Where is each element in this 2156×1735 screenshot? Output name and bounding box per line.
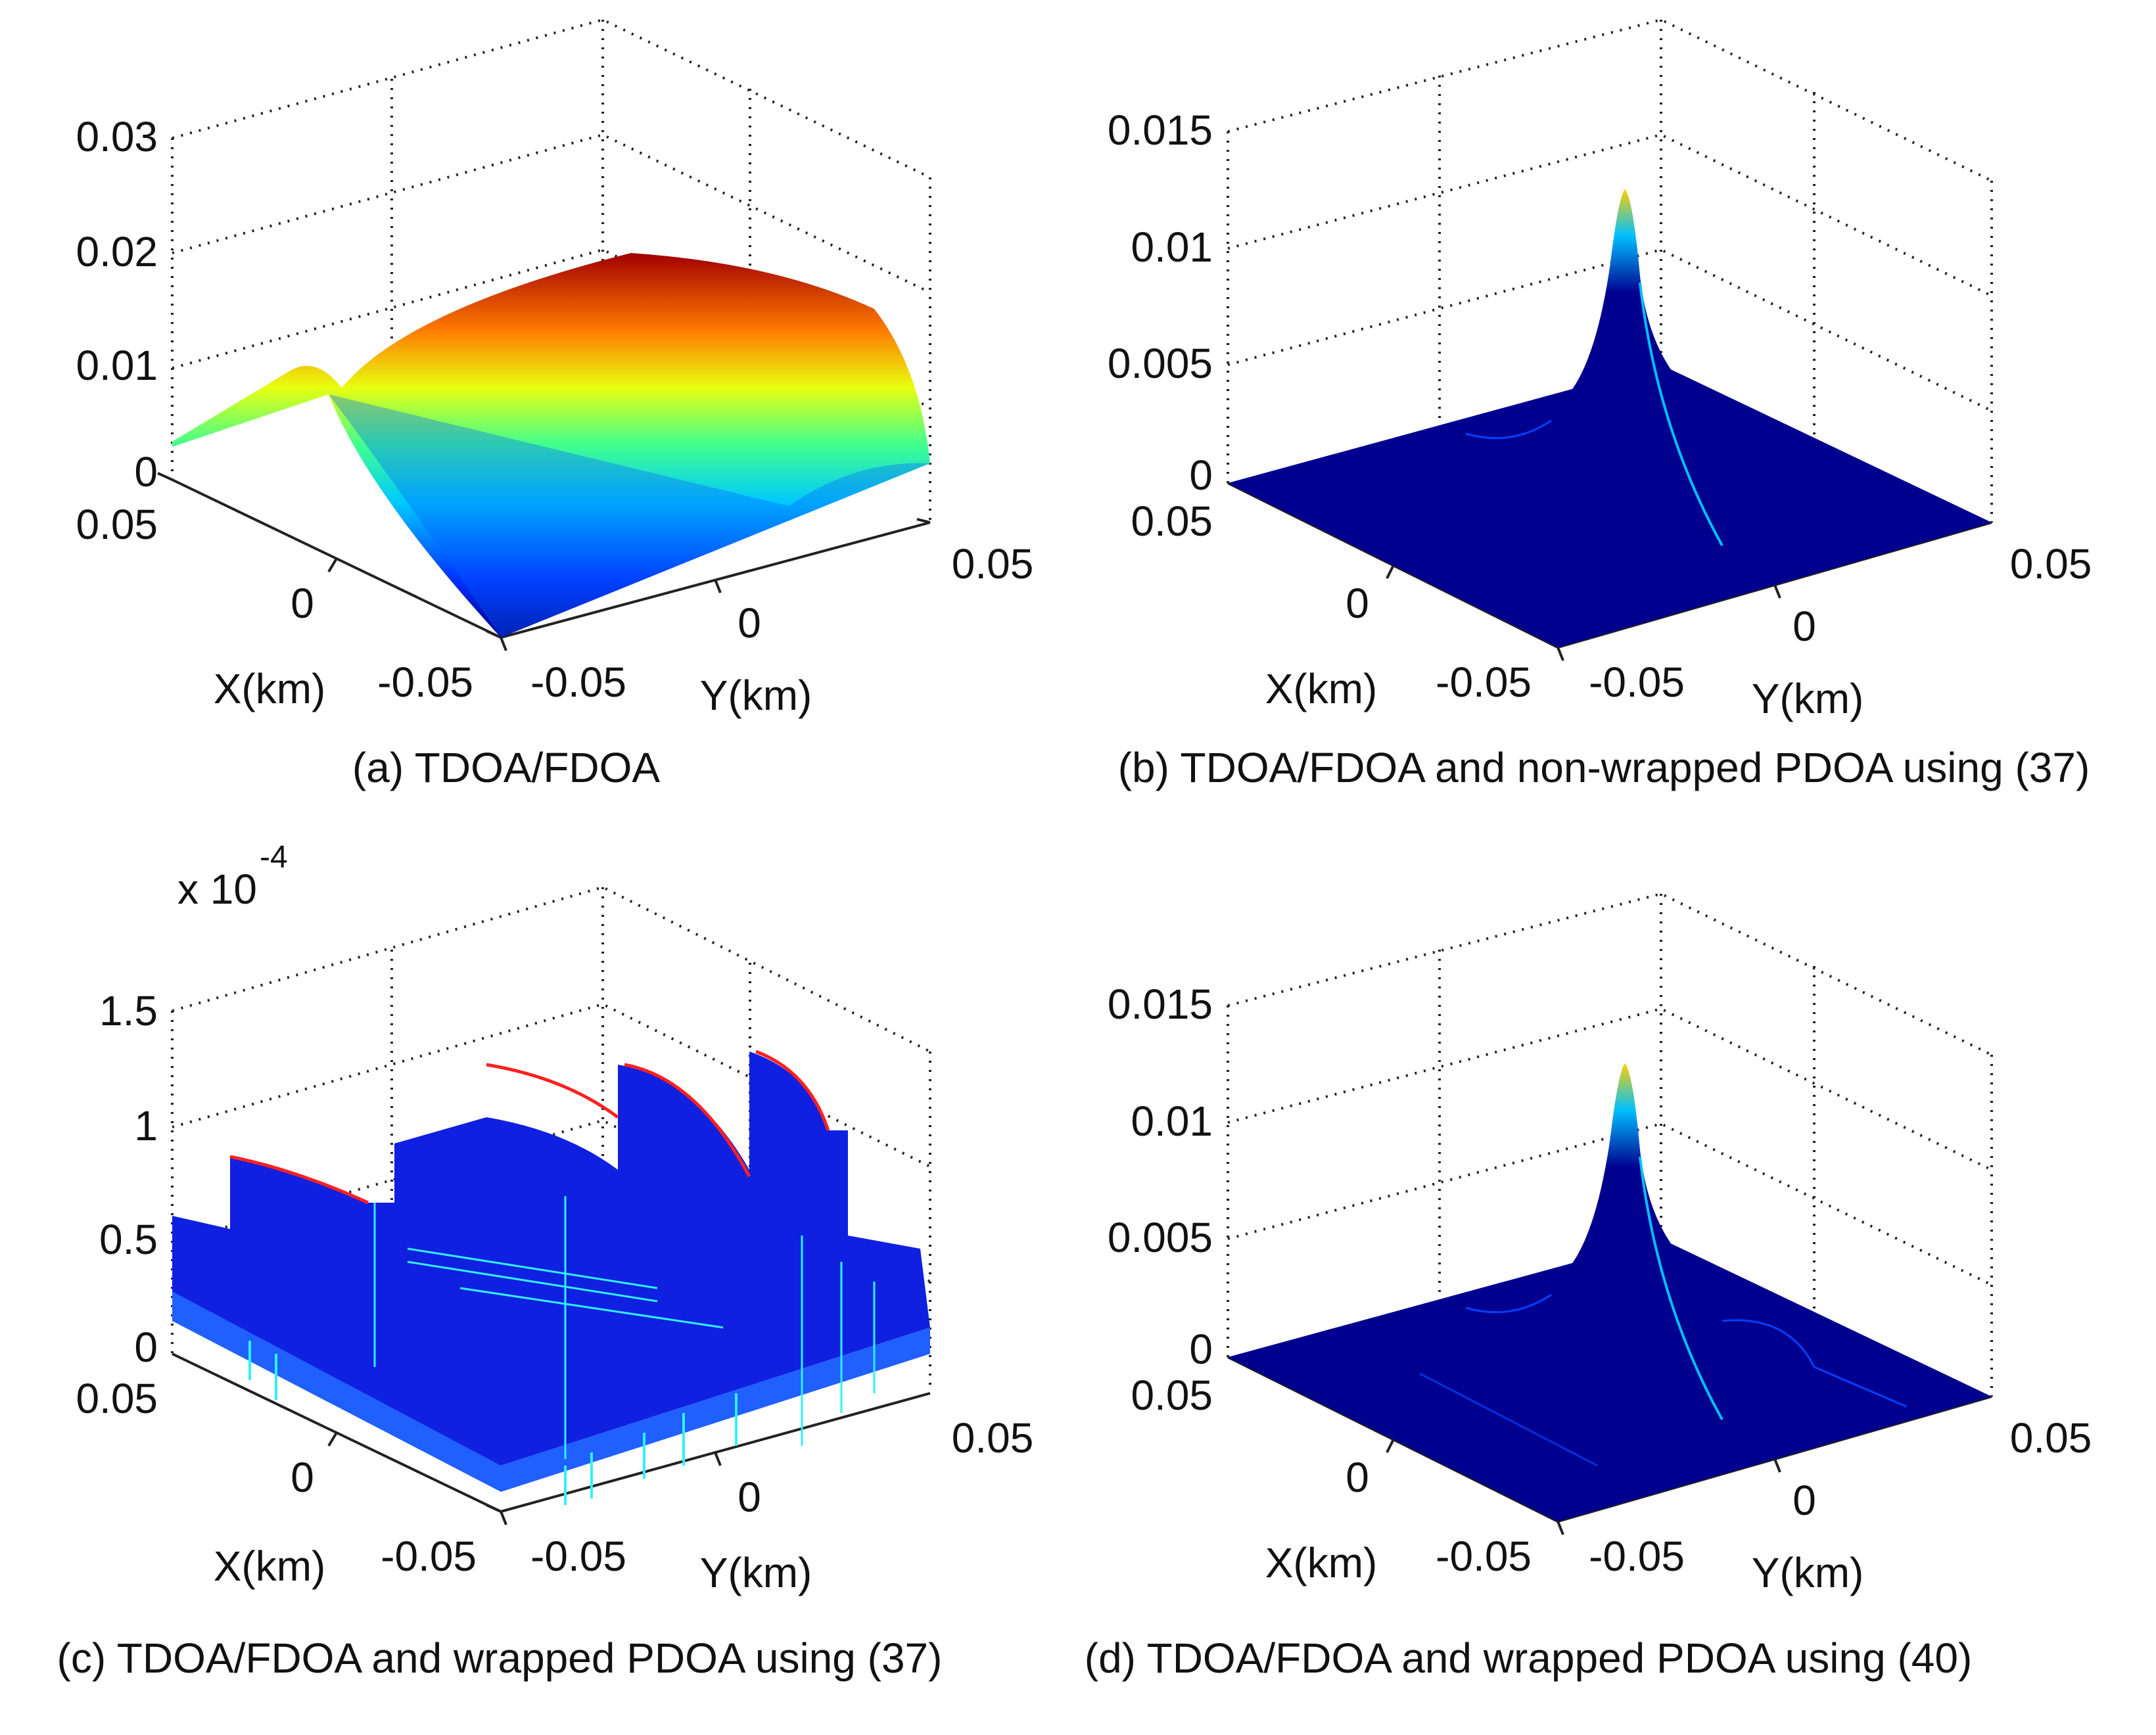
panel-b-surface bbox=[1228, 189, 1992, 647]
panel-b-xtick-2: -0.05 bbox=[1436, 659, 1532, 706]
panel-b-grid bbox=[1227, 18, 1993, 522]
panel-b-xtick-0: 0.05 bbox=[1131, 497, 1213, 545]
panel-c-ylabel: Y(km) bbox=[700, 1549, 812, 1596]
panel-b-ztick-2: 0.01 bbox=[1131, 223, 1213, 271]
panel-d-xlabel: X(km) bbox=[1265, 1539, 1378, 1586]
panel-d-surface bbox=[1228, 1063, 1992, 1521]
panel-a-xtick-2: -0.05 bbox=[377, 659, 473, 706]
panel-a-ytick-0: -0.05 bbox=[530, 659, 626, 706]
panel-c-caption: (c) TDOA/FDOA and wrapped PDOA using (37… bbox=[57, 1634, 943, 1682]
panel-d-xtick-0: 0.05 bbox=[1131, 1372, 1213, 1419]
panel-c: x 10 -4 1.5 1 0.5 0 0.05 0 -0.05 -0.05 0… bbox=[57, 840, 1034, 1682]
panel-c-ztick-3: 1.5 bbox=[99, 987, 158, 1034]
panel-b: 0.015 0.01 0.005 0 0.05 0 -0.05 -0.05 0 … bbox=[1108, 18, 2092, 791]
panel-b-ylabel: Y(km) bbox=[1752, 675, 1864, 722]
panel-d-ztick-2: 0.01 bbox=[1131, 1098, 1213, 1145]
panel-b-ztick-3: 0.015 bbox=[1108, 106, 1213, 154]
panel-c-xtick-2: -0.05 bbox=[381, 1533, 477, 1580]
panel-d-ztick-3: 0.015 bbox=[1108, 981, 1213, 1028]
panel-b-caption: (b) TDOA/FDOA and non-wrapped PDOA using… bbox=[1118, 744, 2090, 791]
panel-d-caption: (d) TDOA/FDOA and wrapped PDOA using (40… bbox=[1085, 1634, 1973, 1682]
panel-a-ztick-1: 0.01 bbox=[76, 342, 158, 389]
panel-a-ztick-0: 0 bbox=[134, 448, 158, 496]
panel-d-ztick-0: 0 bbox=[1189, 1326, 1213, 1373]
panel-b-ztick-1: 0.005 bbox=[1108, 340, 1213, 387]
panel-c-xtick-0: 0.05 bbox=[76, 1375, 158, 1422]
panel-a-caption: (a) TDOA/FDOA bbox=[352, 744, 661, 791]
panel-a-ytick-2: 0.05 bbox=[952, 540, 1034, 588]
panel-a-ytick-1: 0 bbox=[738, 599, 761, 647]
panel-c-ytick-2: 0.05 bbox=[952, 1414, 1034, 1462]
panel-c-ztick-0: 0 bbox=[134, 1324, 158, 1371]
panel-a-ylabel: Y(km) bbox=[700, 672, 812, 719]
panel-c-surface bbox=[172, 1050, 930, 1505]
panel-a-ztick-3: 0.03 bbox=[76, 113, 158, 160]
panel-c-ytick-1: 0 bbox=[738, 1473, 761, 1521]
panel-b-xlabel: X(km) bbox=[1265, 665, 1378, 712]
panel-c-ytick-0: -0.05 bbox=[530, 1533, 626, 1580]
panel-a: 0.03 0.02 0.01 0 0.05 0 -0.05 -0.05 0 0.… bbox=[76, 18, 1034, 791]
panel-a-ztick-2: 0.02 bbox=[76, 228, 158, 275]
panel-c-ztick-1: 0.5 bbox=[99, 1216, 158, 1263]
panel-a-xtick-0: 0.05 bbox=[76, 501, 158, 548]
panel-a-xtick-1: 0 bbox=[291, 580, 314, 627]
panel-c-exponent-power: -4 bbox=[260, 840, 288, 875]
panel-d-ytick-1: 0 bbox=[1793, 1477, 1816, 1524]
panel-a-surface bbox=[172, 253, 930, 637]
panel-d-ytick-0: -0.05 bbox=[1589, 1533, 1685, 1580]
panel-b-ytick-0: -0.05 bbox=[1589, 659, 1685, 706]
panel-d-xtick-2: -0.05 bbox=[1436, 1533, 1532, 1580]
panel-d-grid bbox=[1227, 892, 1993, 1397]
panel-c-xtick-1: 0 bbox=[291, 1454, 314, 1501]
panel-a-grid bbox=[171, 18, 931, 522]
panel-b-ytick-2: 0.05 bbox=[2010, 540, 2092, 588]
panel-d-ztick-1: 0.005 bbox=[1108, 1214, 1213, 1261]
panel-a-xlabel: X(km) bbox=[214, 665, 326, 712]
panel-b-ytick-1: 0 bbox=[1793, 603, 1816, 650]
panel-d-ylabel: Y(km) bbox=[1752, 1549, 1864, 1596]
panel-b-ztick-0: 0 bbox=[1189, 451, 1213, 499]
panel-c-exponent-base: x 10 bbox=[177, 866, 257, 913]
panel-c-axes bbox=[172, 1353, 931, 1525]
panel-b-xtick-1: 0 bbox=[1346, 580, 1369, 627]
panel-c-grid bbox=[171, 885, 931, 1390]
panel-d-ytick-2: 0.05 bbox=[2010, 1414, 2092, 1462]
panel-c-ztick-2: 1 bbox=[134, 1102, 158, 1149]
panel-d: 0.015 0.01 0.005 0 0.05 0 -0.05 -0.05 0 … bbox=[1085, 892, 2092, 1682]
panel-d-xtick-1: 0 bbox=[1346, 1454, 1369, 1501]
panel-c-xlabel: X(km) bbox=[214, 1542, 326, 1590]
